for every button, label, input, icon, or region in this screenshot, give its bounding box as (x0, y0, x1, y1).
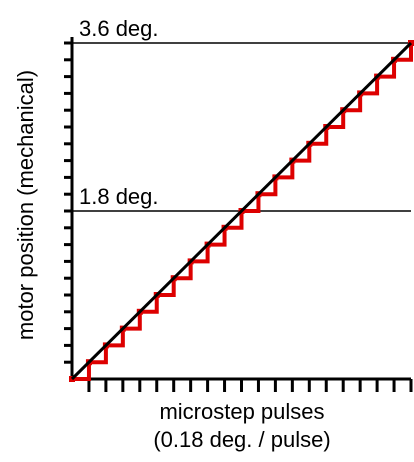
x-axis-label-block: microstep pulses (0.18 deg. / pulse) (70, 398, 414, 454)
ideal-line (70, 41, 413, 381)
reference-label-0: 3.6 deg. (79, 16, 159, 41)
reference-label-1: 1.8 deg. (79, 184, 159, 209)
y-axis-label: motor position (mechanical) (13, 70, 38, 340)
x-axis-label: microstep pulses (159, 399, 325, 424)
chart-svg: 3.6 deg. 1.8 deg. motor position (mechanic… (13, 16, 414, 392)
x-axis-sublabel: (0.18 deg. / pulse) (153, 427, 331, 452)
